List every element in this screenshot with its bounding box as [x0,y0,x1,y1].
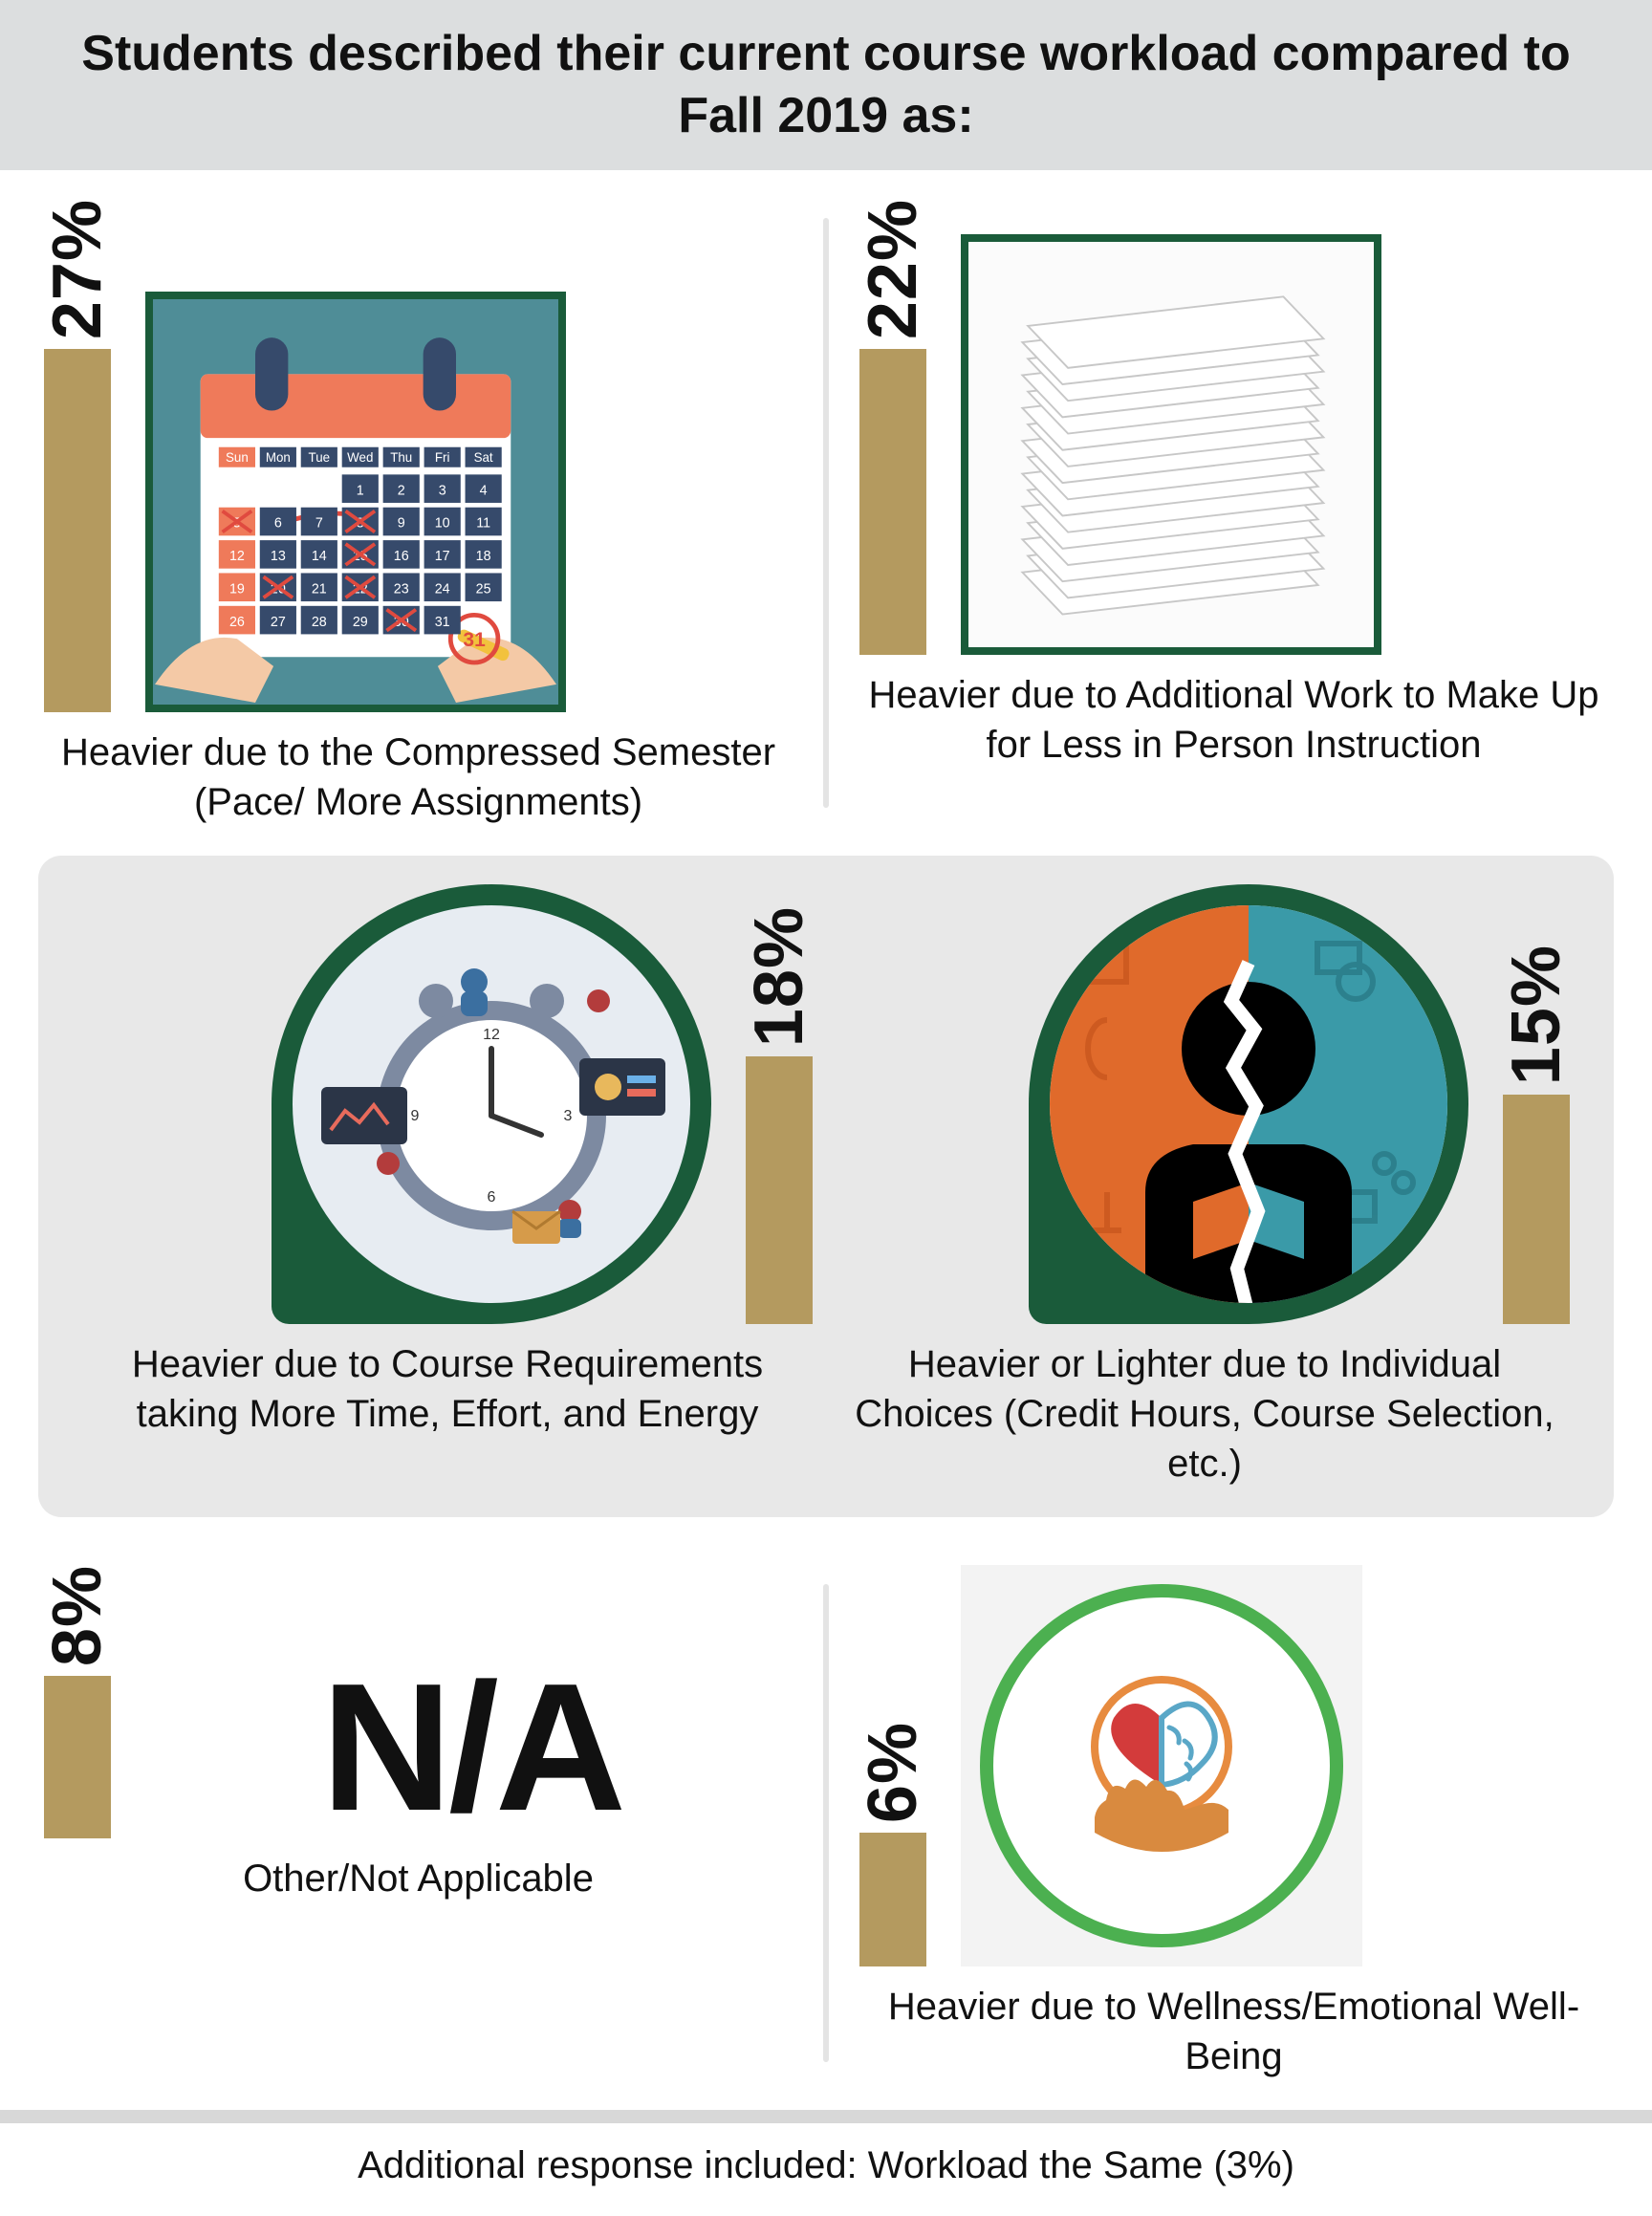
svg-text:24: 24 [435,582,450,597]
svg-text:Sun: Sun [226,450,249,465]
pct-value: 8% [38,1565,117,1666]
svg-text:Wed: Wed [347,450,373,465]
svg-text:3: 3 [564,1108,573,1124]
pct-value: 18% [740,906,818,1047]
bar [746,1056,813,1324]
row-3: 8% N/A Other/Not Applicable 6% [0,1536,1652,2091]
caption: Heavier due to Course Requirements takin… [76,1339,818,1439]
pct-value: 27% [38,199,117,339]
card-compressed-semester: 27% Sun Mon Tue Wed [38,199,798,827]
svg-text:21: 21 [312,582,327,597]
bar [44,1676,111,1838]
svg-text:Tue: Tue [309,450,331,465]
svg-text:Sat: Sat [474,450,493,465]
na-icon: N/A [145,1657,798,1838]
footer-stripe [0,2110,1652,2123]
pct-block: 8% [38,1565,117,1838]
svg-text:2: 2 [398,483,405,498]
card-additional-work: 22% Heavier due to Additional Work to Ma… [854,199,1614,827]
svg-text:1: 1 [357,483,364,498]
pct-block: 18% [740,906,818,1324]
svg-text:12: 12 [229,549,245,564]
pct-value: 15% [1497,945,1576,1085]
card-na: 8% N/A Other/Not Applicable [38,1565,798,2081]
bar [44,349,111,712]
pct-block: 6% [854,1722,932,1966]
svg-text:Thu: Thu [390,450,412,465]
svg-text:10: 10 [435,516,450,532]
svg-text:Mon: Mon [266,450,291,465]
svg-text:7: 7 [315,516,323,532]
caption: Other/Not Applicable [38,1854,798,1903]
separator [823,218,829,808]
svg-text:27: 27 [271,615,286,630]
svg-text:16: 16 [394,549,409,564]
clock-leaf-icon: 12 3 6 9 [272,884,711,1324]
svg-text:19: 19 [229,582,245,597]
row-1: 27% Sun Mon Tue Wed [0,170,1652,836]
caption: Heavier due to Wellness/Emotional Well-B… [854,1982,1614,2081]
svg-text:11: 11 [476,516,490,532]
bar [859,349,926,655]
pct-block: 22% [854,199,932,655]
pct-block: 27% [38,199,117,712]
svg-text:9: 9 [411,1108,420,1124]
split-person-icon [1029,884,1468,1324]
svg-text:9: 9 [398,516,405,532]
paper-stack-icon [961,234,1381,655]
svg-text:6: 6 [488,1189,496,1206]
infographic: Students described their current course … [0,0,1652,2216]
card-individual-choices: 15% [834,884,1576,1488]
svg-text:29: 29 [353,615,368,630]
svg-text:17: 17 [435,549,450,564]
bar [1503,1095,1570,1324]
svg-text:12: 12 [483,1027,500,1043]
svg-text:18: 18 [476,549,491,564]
pct-value: 22% [854,199,932,339]
na-text: N/A [321,1657,622,1838]
svg-text:31: 31 [435,615,450,630]
svg-text:26: 26 [229,615,245,630]
card-course-requirements: 18% [76,884,818,1488]
row-2: 18% [38,856,1614,1517]
title: Students described their current course … [0,0,1652,170]
svg-text:3: 3 [439,483,446,498]
bar [859,1833,926,1966]
caption: Heavier or Lighter due to Individual Cho… [834,1339,1576,1488]
footer-text: Additional response included: Workload t… [0,2123,1652,2216]
svg-text:6: 6 [274,516,282,532]
svg-text:13: 13 [271,549,286,564]
svg-text:23: 23 [394,582,409,597]
svg-text:4: 4 [480,483,488,498]
svg-text:Fri: Fri [435,450,450,465]
wellness-icon [961,1565,1362,1966]
svg-text:25: 25 [476,582,491,597]
pct-value: 6% [854,1722,932,1823]
card-wellness: 6% [854,1565,1614,2081]
svg-text:28: 28 [312,615,327,630]
pct-block: 15% [1497,945,1576,1324]
separator [823,1584,829,2062]
svg-text:14: 14 [312,549,327,564]
caption: Heavier due to the Compressed Semester (… [38,728,798,827]
caption: Heavier due to Additional Work to Make U… [854,670,1614,770]
calendar-icon: Sun Mon Tue Wed Thu Fri Sat [145,292,566,712]
svg-text:31: 31 [463,629,486,651]
